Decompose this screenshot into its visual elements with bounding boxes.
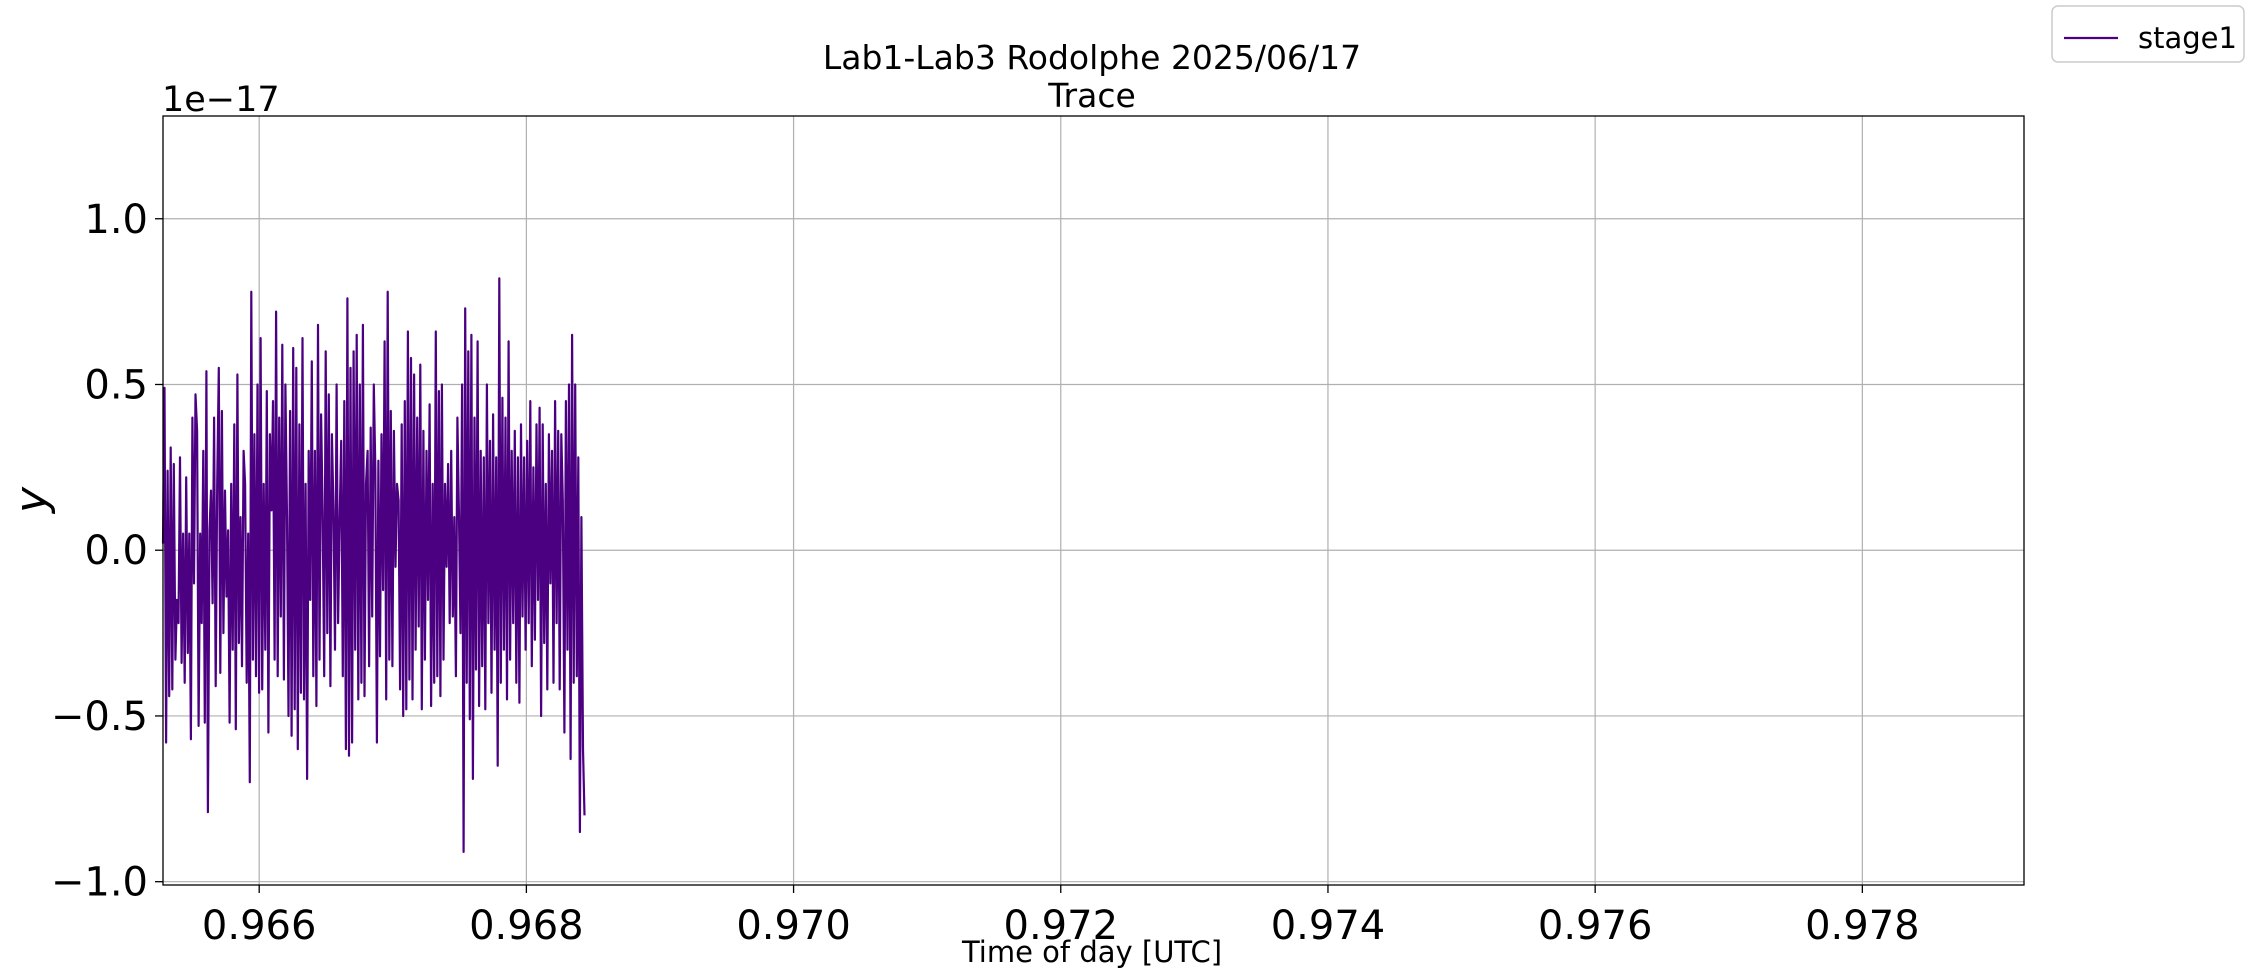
x-tick-label: 0.966	[202, 903, 317, 949]
y-tick-label: 1.0	[84, 197, 148, 243]
y-tick-label: −0.5	[51, 694, 148, 740]
y-axis-label: y	[6, 486, 57, 515]
y-tick-label: −1.0	[51, 860, 148, 906]
x-tick-label: 0.972	[1004, 903, 1119, 949]
legend-label-stage1: stage1	[2138, 21, 2237, 55]
series-layer	[161, 277, 586, 854]
chart-title: Lab1-Lab3 Rodolphe 2025/06/17	[823, 38, 1361, 77]
x-axis-label: Time of day [UTC]	[961, 935, 1222, 969]
x-tick-label: 0.976	[1538, 903, 1653, 949]
chart-subtitle: Trace	[1047, 76, 1136, 115]
y-offset-label: 1e−17	[162, 80, 280, 120]
legend: stage1	[2051, 5, 2245, 63]
x-tick-label: 0.978	[1805, 903, 1920, 949]
x-tick-label: 0.968	[469, 903, 584, 949]
y-axis: −1.0 −0.5 0.0 0.5 1.0	[51, 197, 163, 906]
plot-frame	[162, 115, 2025, 886]
y-tick-label: 0.5	[84, 362, 148, 408]
series-line-stage1	[161, 277, 586, 854]
x-tick-label: 0.974	[1271, 903, 1386, 949]
y-tick-label: 0.0	[84, 528, 148, 574]
x-tick-label: 0.970	[736, 903, 851, 949]
grid	[163, 116, 2024, 885]
legend-box	[2051, 5, 2245, 63]
x-axis: 0.966 0.968 0.970 0.972 0.974 0.976 0.978	[202, 885, 1920, 949]
